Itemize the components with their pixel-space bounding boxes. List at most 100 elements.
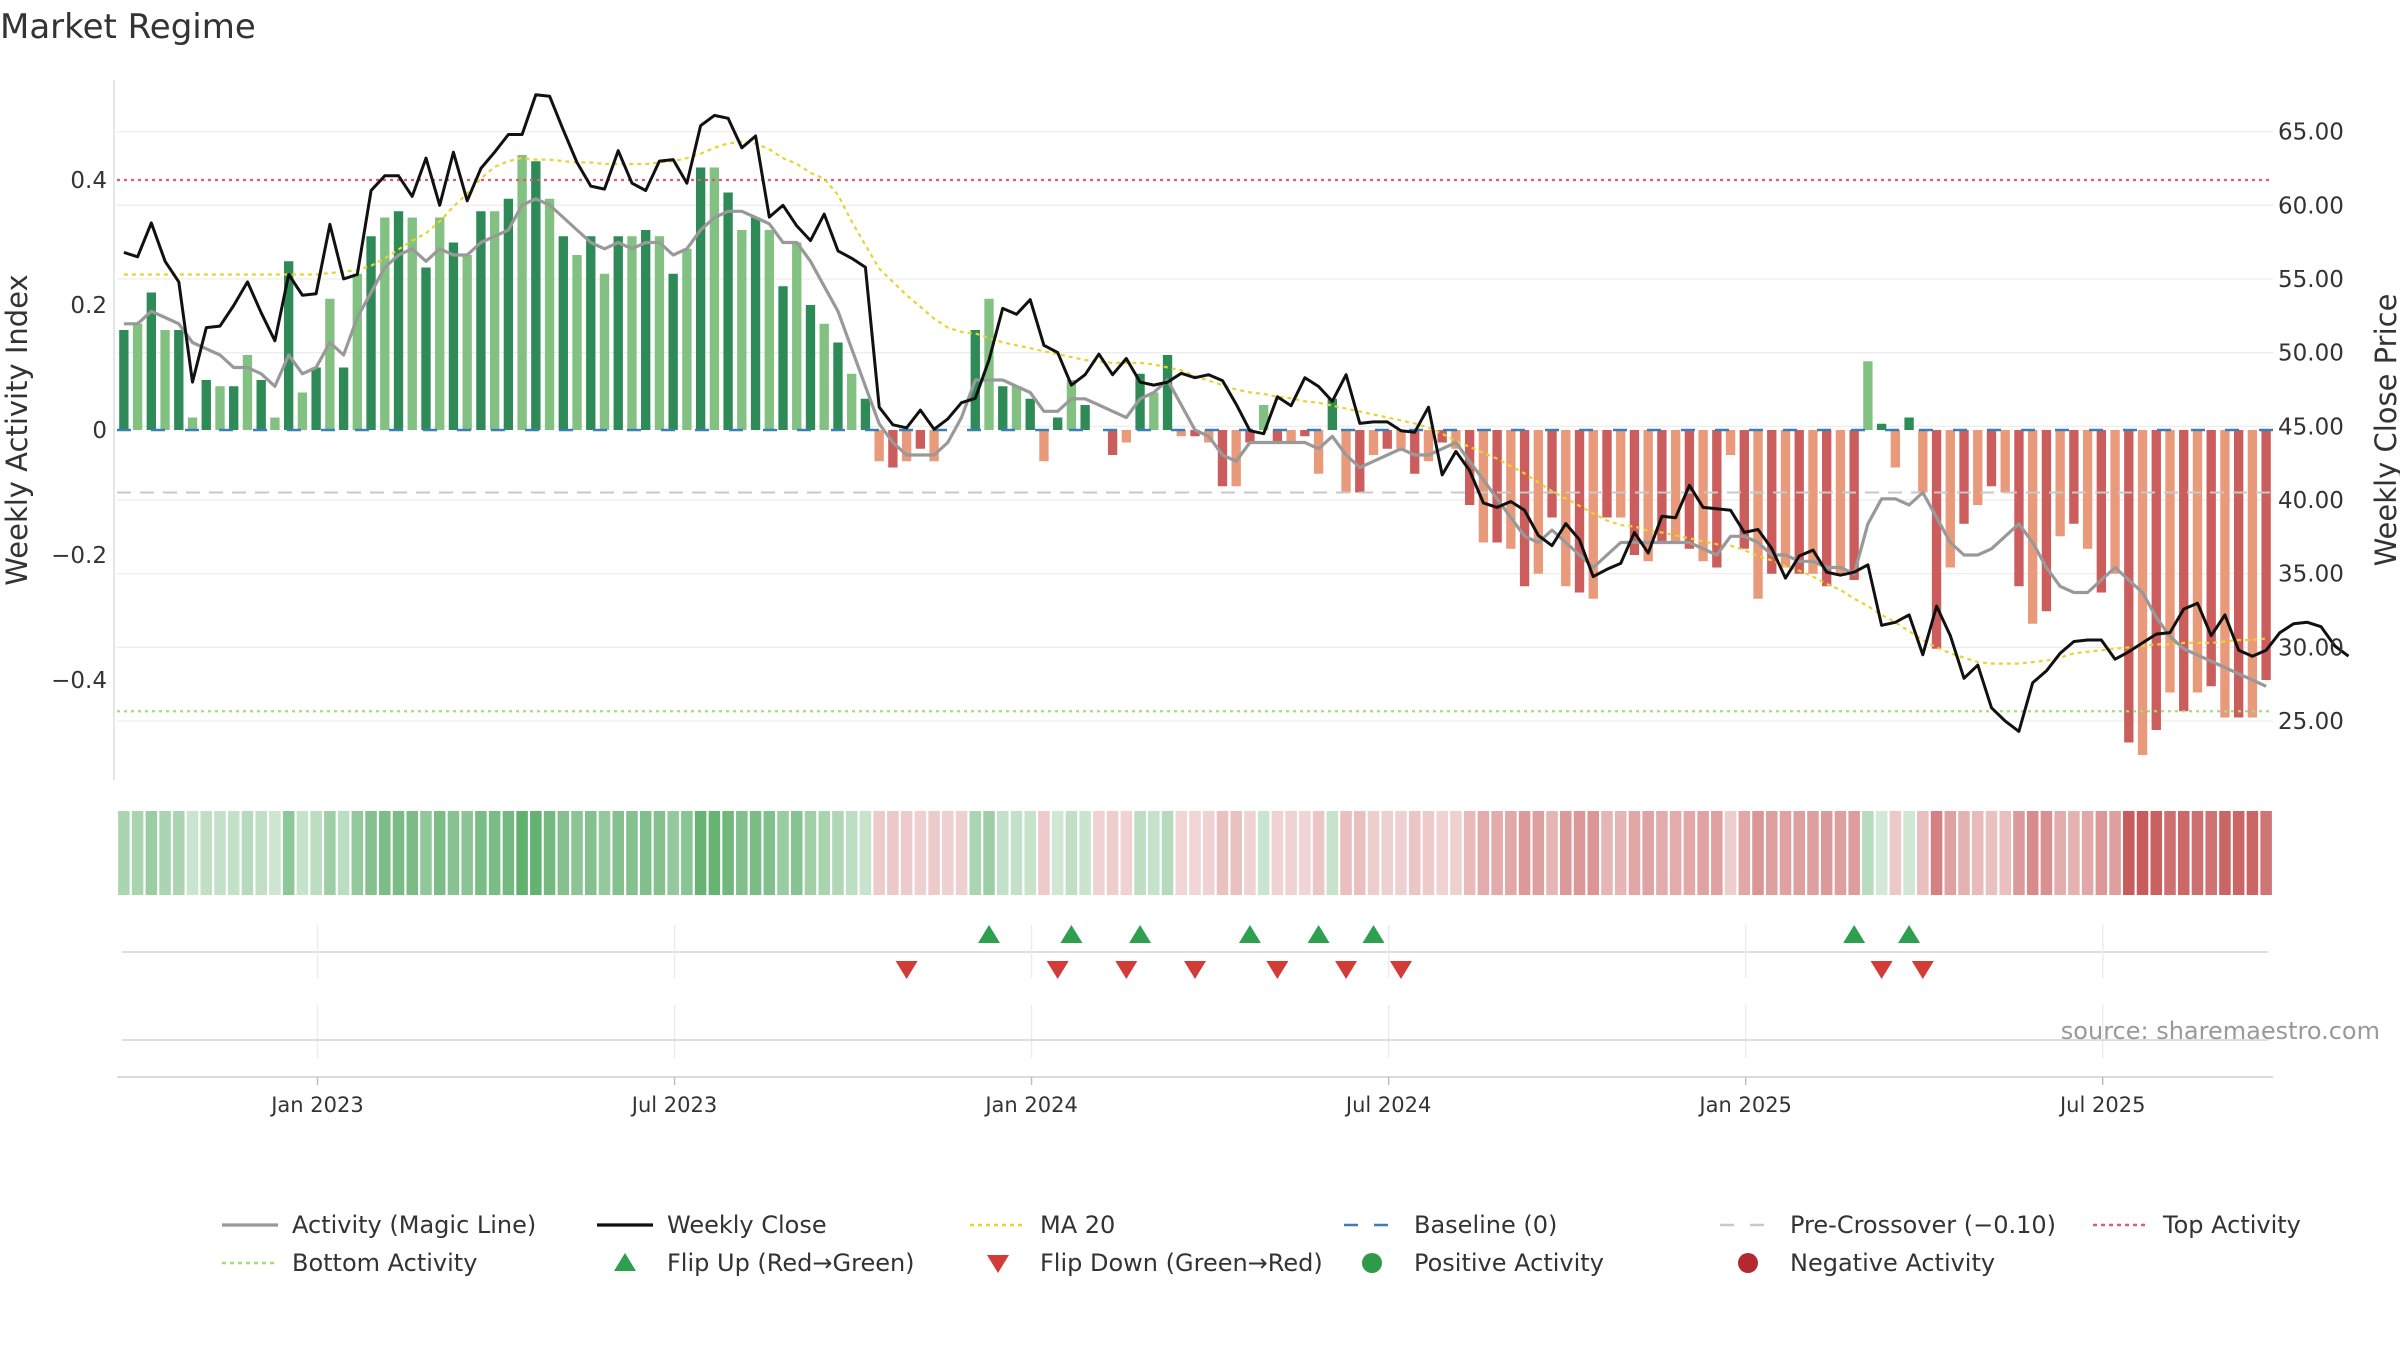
regime-cell — [1862, 811, 1874, 895]
legend-entry: Positive Activity — [1362, 1249, 1604, 1277]
regime-cell — [1518, 811, 1531, 895]
activity-bar — [311, 367, 321, 430]
series-lines — [123, 93, 2350, 733]
activity-bar — [407, 217, 417, 430]
source-note: source: sharemaestro.com — [2061, 1017, 2380, 1045]
activity-bar — [1602, 430, 1612, 518]
regime-cell — [790, 811, 803, 895]
flip-down-marker — [1870, 961, 1893, 979]
regime-cell — [1079, 811, 1091, 895]
activity-bar — [489, 211, 500, 430]
regime-cell — [502, 811, 515, 895]
activity-bar — [723, 192, 733, 430]
activity-bar — [1368, 430, 1379, 455]
activity-bar — [1561, 430, 1571, 587]
regime-cell — [324, 811, 336, 895]
regime-cell — [1354, 811, 1366, 895]
regime-cell — [804, 811, 817, 895]
regime-cell — [681, 811, 693, 895]
legend-label: Positive Activity — [1414, 1249, 1604, 1277]
legend: Activity (Magic Line) Weekly Close MA 20 Ba… — [222, 1211, 2301, 1277]
regime-cell — [2150, 811, 2163, 895]
regime-cell — [1024, 811, 1036, 895]
regime-cell — [379, 811, 391, 895]
regime-cell — [1999, 811, 2011, 895]
y-tick-label: 0.4 — [70, 168, 107, 194]
activity-bar — [1135, 373, 1145, 430]
activity-bar — [737, 230, 747, 430]
activity-bar — [1451, 430, 1461, 449]
legend-swatch — [1738, 1253, 1758, 1273]
regime-cell — [2164, 811, 2176, 895]
regime-cell — [159, 811, 171, 895]
regime-cell — [1463, 811, 1476, 895]
activity-bar — [1712, 430, 1722, 568]
regime-cell — [1793, 811, 1805, 895]
flip-down-marker — [1266, 961, 1289, 979]
activity-bar — [792, 242, 802, 430]
legend-entry: Bottom Activity — [222, 1249, 477, 1277]
regime-cell — [2219, 811, 2231, 895]
regime-cell — [1340, 811, 1352, 895]
weekly-close-line — [123, 93, 2350, 733]
regime-cell — [1752, 811, 1764, 895]
regime-cell — [1601, 811, 1613, 895]
activity-bar — [1753, 430, 1763, 599]
regime-cell — [475, 811, 487, 895]
magic-line — [123, 197, 2267, 688]
regime-cell — [1189, 811, 1201, 895]
activity-bar — [2055, 430, 2065, 537]
x-tick-label: Jul 2024 — [1344, 1093, 1431, 1117]
regime-cell — [1683, 811, 1696, 895]
activity-bar — [1011, 386, 1022, 430]
regime-cell — [516, 811, 528, 895]
regime-cell — [1573, 811, 1586, 895]
regime-cell — [1134, 811, 1146, 895]
legend-entry: Flip Up (Red→Green) — [614, 1249, 915, 1277]
activity-bar — [764, 230, 774, 430]
activity-bar — [325, 298, 335, 430]
activity-bar — [1725, 430, 1736, 455]
regime-cell — [392, 811, 405, 895]
activity-bar — [2082, 430, 2093, 549]
regime-cell — [818, 811, 830, 895]
regime-cell — [2205, 811, 2217, 895]
regime-cell — [1312, 811, 1325, 895]
activity-bar — [1670, 430, 1681, 543]
activity-bar — [146, 292, 157, 430]
regime-cell — [996, 811, 1009, 895]
legend-label: Flip Down (Green→Red) — [1040, 1249, 1323, 1277]
regime-cell — [310, 811, 322, 895]
activity-bar — [888, 430, 898, 468]
regime-cell — [763, 811, 776, 895]
regime-cell — [2123, 811, 2135, 895]
flip-down-marker — [1335, 961, 1358, 979]
regime-cell — [1395, 811, 1407, 895]
regime-cell — [2109, 811, 2121, 895]
activity-bar — [1533, 430, 1543, 574]
activity-bar — [270, 417, 280, 430]
activity-bar — [1176, 430, 1186, 437]
regime-cell — [1889, 811, 1902, 895]
activity-bar — [627, 236, 637, 430]
activity-bar — [229, 386, 239, 430]
x-tick-label: Jul 2025 — [2058, 1093, 2145, 1117]
activity-bar — [1890, 430, 1901, 468]
activity-bar — [1794, 430, 1804, 574]
activity-bar — [132, 323, 143, 430]
activity-bar — [1918, 430, 1928, 493]
activity-bar — [187, 417, 198, 430]
legend-label: Weekly Close — [667, 1211, 827, 1239]
regime-cell — [1422, 811, 1435, 895]
activity-bar — [805, 305, 816, 430]
activity-bar — [1039, 430, 1049, 462]
activity-bar — [1245, 430, 1255, 443]
regime-cell — [639, 811, 652, 895]
regime-cell — [694, 811, 707, 895]
activity-bar — [2165, 430, 2175, 693]
x-tick-label: Jan 2025 — [1697, 1093, 1792, 1117]
flip-markers — [122, 925, 2268, 979]
regime-cell — [1175, 811, 1188, 895]
regime-cell — [1106, 811, 1119, 895]
activity-bar — [709, 167, 720, 430]
